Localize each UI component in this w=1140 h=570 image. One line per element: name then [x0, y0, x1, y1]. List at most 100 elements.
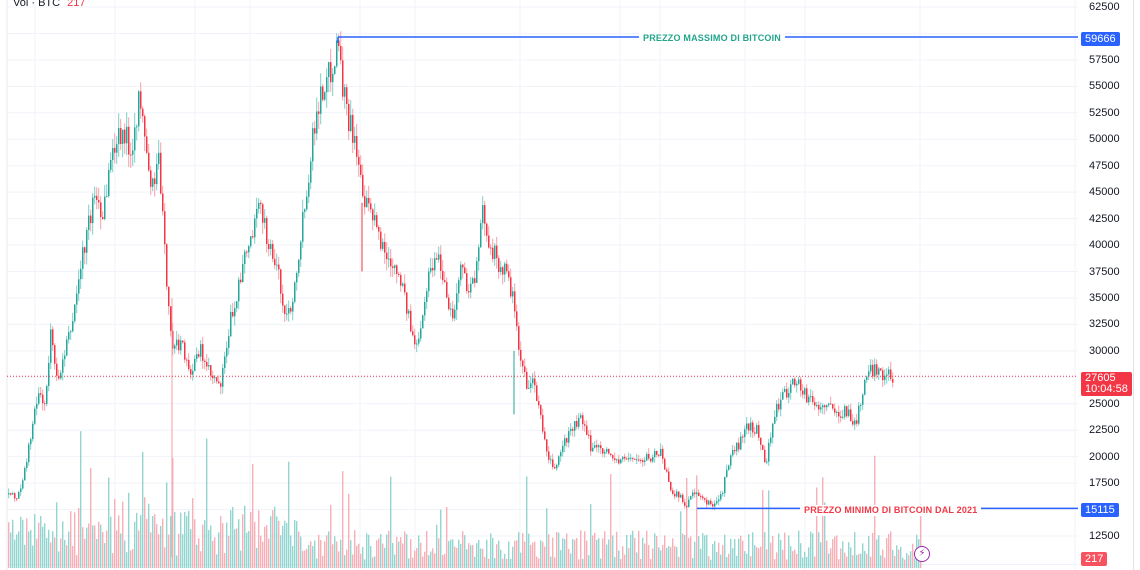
volume-bar — [458, 539, 460, 568]
volume-bar — [324, 541, 326, 568]
volume-bar — [794, 549, 796, 568]
candle-body — [884, 375, 886, 381]
volume-bar — [232, 506, 234, 568]
volume-bar — [104, 543, 106, 568]
volume-bar — [180, 512, 182, 568]
volume-bar — [66, 545, 68, 568]
candle-body — [596, 445, 598, 448]
candle-body — [406, 292, 408, 314]
volume-bar — [654, 533, 656, 568]
candle-body — [792, 378, 794, 385]
candle-body — [732, 450, 734, 456]
volume-bar — [478, 539, 480, 568]
candle-body — [778, 403, 780, 410]
volume-bar — [754, 545, 756, 568]
candle-body — [106, 196, 108, 198]
volume-bar — [606, 544, 608, 568]
candle-body — [824, 405, 826, 408]
volume-bar — [514, 540, 516, 568]
volume-bar — [872, 532, 874, 568]
candle-body — [188, 359, 190, 370]
volume-bar — [736, 555, 738, 568]
candle-body — [740, 436, 742, 450]
candle-body — [34, 408, 36, 424]
candle-body — [8, 493, 10, 495]
volume-bar — [828, 553, 830, 568]
volume-bar — [696, 475, 698, 568]
volume-bar — [836, 535, 838, 568]
volume-bar — [904, 559, 906, 568]
volume-bar — [132, 549, 134, 568]
volume-bar — [236, 528, 238, 568]
candle-body — [656, 450, 658, 455]
candle-body — [472, 278, 474, 284]
volume-bar — [494, 557, 496, 568]
candle-body — [128, 126, 130, 155]
candle-body — [492, 247, 494, 259]
volume-bar — [262, 541, 264, 568]
candle-body — [454, 309, 456, 319]
volume-bar — [40, 516, 42, 568]
volume-bar — [592, 535, 594, 568]
volume-bar — [576, 538, 578, 568]
candle-body — [696, 492, 698, 495]
volume-bar — [782, 549, 784, 568]
volume-bar — [60, 538, 62, 568]
candle-body — [628, 457, 630, 460]
volume-bar — [762, 490, 764, 568]
candle-body — [84, 247, 86, 253]
volume-bar — [158, 534, 160, 568]
volume-bar — [850, 547, 852, 568]
candle-body — [430, 267, 432, 272]
volume-bar — [800, 543, 802, 568]
volume-bar — [746, 553, 748, 568]
candle-body — [70, 331, 72, 333]
candle-body — [254, 218, 256, 238]
candle-body — [192, 370, 194, 375]
volume-bar — [882, 549, 884, 568]
volume-bar — [312, 546, 314, 568]
lightning-icon[interactable]: ⚡︎ — [914, 546, 930, 562]
volume-bar — [580, 530, 582, 568]
volume-bar — [864, 550, 866, 568]
volume-bar — [510, 558, 512, 568]
volume-bar — [246, 532, 248, 568]
volume-bar — [178, 533, 180, 568]
candle-body — [844, 406, 846, 417]
volume-bar — [466, 549, 468, 568]
volume-bar — [388, 530, 390, 568]
volume-bar — [808, 547, 810, 568]
volume-bar — [470, 545, 472, 568]
volume-bar — [156, 524, 158, 568]
candle-body — [510, 277, 512, 297]
candle-body — [638, 459, 640, 461]
candle-body — [734, 450, 736, 452]
volume-bar — [72, 546, 74, 568]
price-axis[interactable]: 62500 57500 55000 52500 50000 47500 45000 42500… — [1078, 0, 1140, 570]
candle-body — [684, 502, 686, 506]
candle-body — [118, 128, 120, 145]
volume-bar — [502, 558, 504, 568]
volume-bar — [776, 552, 778, 568]
candle-body — [774, 416, 776, 424]
candle-body — [382, 241, 384, 249]
volume-bar — [644, 543, 646, 568]
volume-bar — [334, 536, 336, 568]
volume-bar — [610, 474, 612, 568]
candle-body — [366, 197, 368, 208]
volume-bar — [134, 521, 136, 568]
volume-bar — [108, 477, 110, 568]
candle-body — [126, 126, 128, 144]
candle-body — [296, 273, 298, 283]
candle-body — [718, 499, 720, 502]
candle-body — [534, 378, 536, 386]
volume-bar — [534, 541, 536, 568]
volume-bar — [62, 521, 64, 568]
volume-bar — [366, 533, 368, 568]
candle-body — [320, 86, 322, 114]
candle-body — [712, 504, 714, 507]
candle-body — [212, 375, 214, 379]
volume-bar — [652, 548, 654, 568]
